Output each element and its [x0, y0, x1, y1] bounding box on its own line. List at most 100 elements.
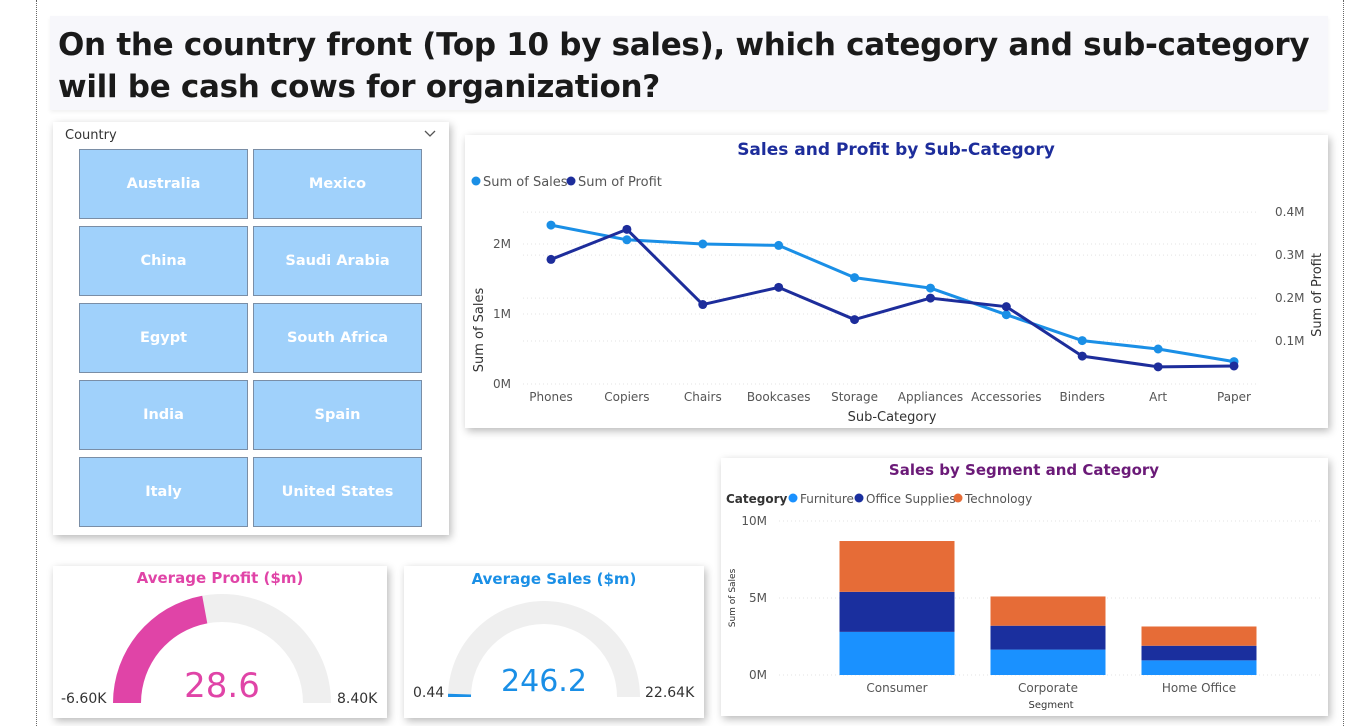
profit-point-accessories[interactable] — [1001, 302, 1011, 312]
sales-profit-chart: Sales and Profit by Sub-Category Sum of … — [471, 140, 1325, 425]
line-x-tick-label: Accessories — [971, 390, 1041, 404]
profit-point-art[interactable] — [1153, 362, 1163, 372]
line-y-tick-label: 0M — [493, 377, 511, 391]
legend-profit-label[interactable]: Sum of Profit — [578, 175, 662, 190]
segment-category-chart: Sales by Segment and Category Category F… — [726, 461, 1321, 711]
slicer-header: Country — [65, 128, 117, 143]
avg-sales-fill — [448, 693, 472, 697]
profit-point-chairs[interactable] — [698, 300, 708, 310]
chevron-down-icon[interactable] — [423, 126, 437, 145]
line-y2-tick-label: 0.2M — [1275, 291, 1304, 305]
avg-sales-track — [448, 601, 640, 697]
sales-line — [550, 223, 1235, 364]
sales-point-accessories[interactable] — [1001, 310, 1011, 320]
line-y2-tick-label: 0.1M — [1275, 334, 1304, 348]
slicer-tile-australia[interactable]: Australia — [79, 149, 248, 219]
profit-point-paper[interactable] — [1229, 361, 1239, 371]
slicer-tile-spain[interactable]: Spain — [253, 380, 422, 450]
avg-sales-value: 246.2 — [501, 664, 587, 699]
slicer-tile-mexico[interactable]: Mexico — [253, 149, 422, 219]
line-x-tick-label: Appliances — [898, 390, 963, 404]
bar-corporate-technology[interactable] — [990, 596, 1106, 626]
bar-y-tick-label: 5M — [749, 591, 767, 605]
avg-profit-max-label: 8.40K — [337, 691, 378, 707]
line-legend: Sum of Sales Sum of Profit — [471, 175, 662, 190]
bar-y-tick-label: 10M — [741, 514, 767, 528]
legend-furniture-marker — [788, 493, 798, 503]
bar-corporate-office-supplies[interactable] — [990, 625, 1106, 650]
bar-home-office-office-supplies[interactable] — [1141, 645, 1257, 661]
bar-consumer-technology[interactable] — [839, 541, 955, 592]
line-chart-title: Sales and Profit by Sub-Category — [737, 140, 1055, 160]
bar-legend-title: Category — [726, 492, 788, 506]
profit-point-bookcases[interactable] — [774, 282, 784, 292]
line-series-group — [546, 220, 1239, 372]
line-y-tick-label: 2M — [493, 237, 511, 251]
avg-profit-fill — [113, 595, 208, 703]
legend-office-supplies-marker — [854, 493, 864, 503]
line-y-tick-label: 1M — [493, 307, 511, 321]
sales-point-bookcases[interactable] — [774, 240, 784, 250]
slicer-tile-egypt[interactable]: Egypt — [79, 303, 248, 373]
avg-sales-min-label: 0.44 — [413, 685, 444, 701]
legend-furniture-label[interactable]: Furniture — [800, 492, 854, 506]
bar-x-tick-label: Corporate — [1018, 681, 1078, 695]
avg-sales-gauge: Average Sales ($m) 246.2 0.44 22.64K — [413, 570, 695, 701]
sales-point-copiers[interactable] — [622, 235, 632, 245]
slicer-tile-italy[interactable]: Italy — [79, 457, 248, 527]
line-x-tick-label: Art — [1149, 390, 1167, 404]
slicer-tile-china[interactable]: China — [79, 226, 248, 296]
slicer-tile-india[interactable]: India — [79, 380, 248, 450]
line-x-tick-label: Storage — [831, 390, 878, 404]
line-x-ticks: Phones Copiers Chairs Bookcases Storage Appli… — [529, 390, 1251, 404]
legend-office-supplies-label[interactable]: Office Supplies — [866, 492, 956, 506]
sales-point-phones[interactable] — [546, 220, 556, 230]
sales-profit-chart-card: Sales and Profit by Sub-Category Sum of … — [465, 135, 1328, 428]
legend-sales-marker — [471, 176, 481, 186]
line-y2-tick-label: 0.3M — [1275, 248, 1304, 262]
title-box: On the country front (Top 10 by sales), … — [50, 16, 1328, 110]
avg-profit-min-label: -6.60K — [61, 691, 107, 707]
legend-profit-marker — [566, 176, 576, 186]
profit-point-appliances[interactable] — [925, 293, 935, 303]
sales-point-chairs[interactable] — [698, 239, 708, 249]
profit-point-storage[interactable] — [850, 315, 860, 325]
bar-x-ticks: Consumer Corporate Home Office — [866, 681, 1236, 695]
bar-corporate-furniture[interactable] — [990, 649, 1106, 675]
bar-legend: Category Furniture Office Supplies Techn… — [726, 492, 1032, 506]
bar-home-office-furniture[interactable] — [1141, 660, 1257, 675]
page-border-right — [1343, 0, 1344, 726]
sales-point-storage[interactable] — [850, 273, 860, 283]
bar-consumer-office-supplies[interactable] — [839, 591, 955, 632]
profit-point-binders[interactable] — [1077, 351, 1087, 361]
line-y-axis-label: Sum of Sales — [472, 288, 487, 373]
profit-point-phones[interactable] — [546, 254, 556, 264]
profit-line — [550, 227, 1235, 369]
line-x-tick-label: Chairs — [684, 390, 722, 404]
line-gridlines — [523, 211, 1258, 385]
profit-point-copiers[interactable] — [622, 224, 632, 234]
sales-point-appliances[interactable] — [925, 283, 935, 293]
legend-technology-label[interactable]: Technology — [964, 492, 1032, 506]
bar-chart-title: Sales by Segment and Category — [889, 461, 1159, 479]
sales-point-binders[interactable] — [1077, 336, 1087, 346]
line-y2-axis-label: Sum of Profit — [1310, 253, 1325, 337]
line-x-tick-label: Paper — [1217, 390, 1251, 404]
avg-profit-value: 28.6 — [184, 666, 260, 706]
line-y-ticks: 0M 1M 2M — [493, 237, 511, 391]
bar-x-axis-label: Segment — [1029, 700, 1074, 711]
country-slicer: Country Australia Mexico China Saudi Arabia… — [53, 122, 449, 535]
avg-sales-title: Average Sales ($m) — [472, 570, 637, 588]
bar-home-office-technology[interactable] — [1141, 626, 1257, 646]
segment-category-chart-card: Sales by Segment and Category Category F… — [721, 458, 1328, 716]
slicer-tile-united-states[interactable]: United States — [253, 457, 422, 527]
bar-consumer-furniture[interactable] — [839, 631, 955, 675]
bar-y-tick-label: 0M — [749, 668, 767, 682]
bar-y-ticks: 0M 5M 10M — [741, 514, 767, 682]
slicer-tile-south-africa[interactable]: South Africa — [253, 303, 422, 373]
line-x-tick-label: Phones — [529, 390, 572, 404]
slicer-tile-saudi-arabia[interactable]: Saudi Arabia — [253, 226, 422, 296]
legend-sales-label[interactable]: Sum of Sales — [483, 175, 568, 190]
line-x-tick-label: Copiers — [604, 390, 649, 404]
sales-point-art[interactable] — [1153, 344, 1163, 354]
